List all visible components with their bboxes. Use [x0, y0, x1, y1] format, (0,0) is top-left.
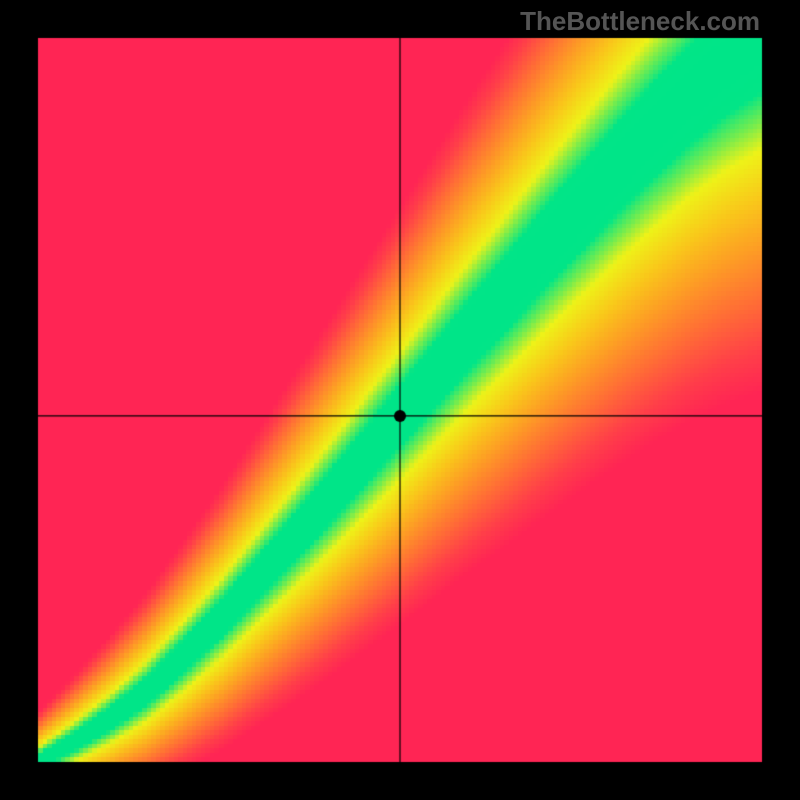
bottleneck-heatmap — [0, 0, 800, 800]
watermark-text: TheBottleneck.com — [520, 6, 760, 37]
chart-container: TheBottleneck.com — [0, 0, 800, 800]
